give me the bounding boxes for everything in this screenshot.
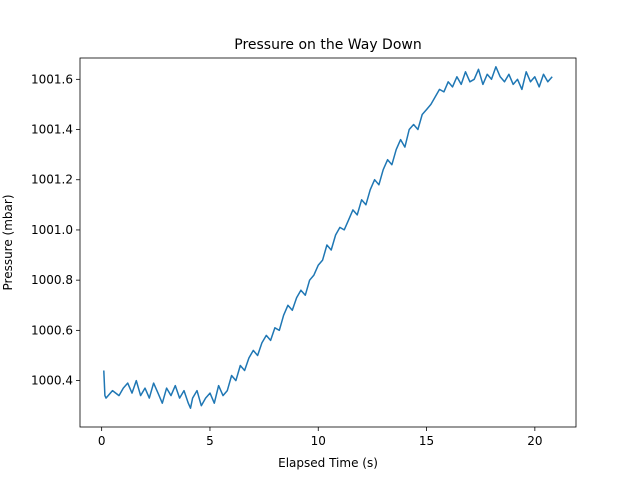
x-tick-label: 15 xyxy=(419,434,434,448)
y-tick-label: 1001.6 xyxy=(31,72,73,86)
y-tick-label: 1000.8 xyxy=(31,273,73,287)
y-axis-label: Pressure (mbar) xyxy=(1,194,15,290)
x-tick-label: 5 xyxy=(206,434,214,448)
x-tick-label: 10 xyxy=(311,434,326,448)
chart-title: Pressure on the Way Down xyxy=(234,37,421,53)
y-tick-label: 1000.4 xyxy=(31,374,73,388)
y-tick-label: 1000.6 xyxy=(31,323,73,337)
x-axis-label: Elapsed Time (s) xyxy=(278,456,378,470)
y-axis-ticks: 1000.4 1000.6 1000.8 1001.0 1001.2 1001.4 1001… xyxy=(31,72,80,388)
plot-area-frame xyxy=(79,57,577,428)
y-tick-label: 1001.0 xyxy=(31,223,73,237)
y-tick-label: 1001.2 xyxy=(31,173,73,187)
x-axis-ticks: 0 5 10 15 20 xyxy=(98,427,542,448)
x-tick-label: 0 xyxy=(98,434,106,448)
pressure-series-line xyxy=(103,66,553,409)
y-tick-label: 1001.4 xyxy=(31,123,73,137)
x-tick-label: 20 xyxy=(527,434,542,448)
